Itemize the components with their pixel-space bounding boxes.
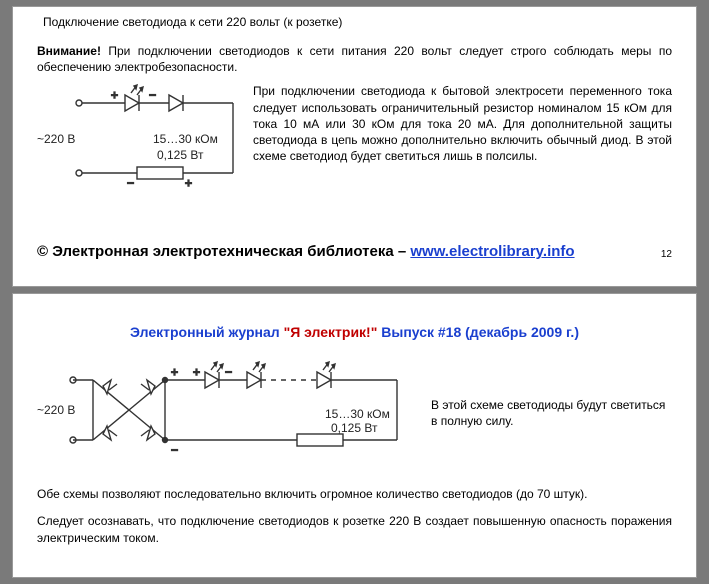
polarity-minus: − bbox=[171, 443, 178, 457]
body-paragraph: Следует осознавать, что подключение свет… bbox=[37, 513, 672, 547]
circuit-diagram-1: + − − + ~220 В 15…30 кОм 0,125 Вт bbox=[37, 83, 237, 193]
led-icon bbox=[205, 362, 223, 388]
bridge-diode-icon bbox=[141, 380, 155, 394]
figure-description-2: В этой схеме светодиоды будут светиться … bbox=[431, 397, 672, 429]
journal-title-post: Выпуск #18 (декабрь 2009 г.) bbox=[377, 324, 579, 340]
resistor-value-line1: 15…30 кОм bbox=[153, 132, 218, 146]
diode-icon bbox=[169, 95, 183, 111]
resistor-value-line2: 0,125 Вт bbox=[157, 148, 204, 162]
polarity-plus: + bbox=[171, 365, 178, 379]
figure-row-2: + − + − ~220 В 15…30 кОм 0,125 Вт В этой… bbox=[37, 358, 672, 468]
polarity-plus: + bbox=[193, 365, 200, 379]
polarity-minus: − bbox=[149, 88, 156, 102]
resistor-icon bbox=[137, 167, 183, 179]
body-paragraph: Обе схемы позволяют последовательно вклю… bbox=[37, 486, 672, 503]
resistor-value-line2: 0,125 Вт bbox=[331, 421, 378, 435]
figure-row-1: + − − + ~220 В 15…30 кОм 0,125 Вт При по… bbox=[37, 83, 672, 193]
figure-description-1: При подключении светодиода к бытовой эле… bbox=[253, 83, 672, 164]
led-icon bbox=[125, 85, 143, 111]
page-number: 12 bbox=[661, 249, 672, 260]
section-heading: Подключение светодиода к сети 220 вольт … bbox=[43, 15, 672, 29]
bridge-diode-icon bbox=[103, 380, 117, 394]
journal-title: Электронный журнал "Я электрик!" Выпуск … bbox=[37, 324, 672, 340]
voltage-label: ~220 В bbox=[37, 403, 75, 417]
warning-text: При подключении светодиодов к сети питан… bbox=[37, 44, 672, 74]
voltage-label: ~220 В bbox=[37, 132, 75, 146]
footer-link[interactable]: www.electrolibrary.info bbox=[410, 243, 574, 260]
document-page-1: Подключение светодиода к сети 220 вольт … bbox=[12, 6, 697, 287]
page-footer: © Электронная электротехническая библиот… bbox=[37, 243, 672, 260]
journal-title-name: "Я электрик!" bbox=[284, 324, 378, 340]
journal-title-pre: Электронный журнал bbox=[130, 324, 284, 340]
bridge-diode-icon bbox=[103, 426, 117, 440]
bridge-diode-icon bbox=[141, 426, 155, 440]
resistor-value-line1: 15…30 кОм bbox=[325, 407, 390, 421]
circuit-diagram-2: + − + − ~220 В 15…30 кОм 0,125 Вт bbox=[37, 358, 417, 468]
warning-paragraph: Внимание! При подключении светодиодов к … bbox=[37, 43, 672, 75]
polarity-plus: + bbox=[111, 88, 118, 102]
warning-label: Внимание! bbox=[37, 44, 101, 58]
polarity-minus: − bbox=[225, 365, 232, 379]
polarity-plus: + bbox=[185, 176, 192, 190]
resistor-icon bbox=[297, 434, 343, 446]
polarity-minus: − bbox=[127, 176, 134, 190]
led-icon bbox=[247, 362, 265, 388]
document-page-2: Электронный журнал "Я электрик!" Выпуск … bbox=[12, 293, 697, 577]
copyright-text: © Электронная электротехническая библиот… bbox=[37, 243, 410, 260]
led-icon bbox=[317, 362, 335, 388]
